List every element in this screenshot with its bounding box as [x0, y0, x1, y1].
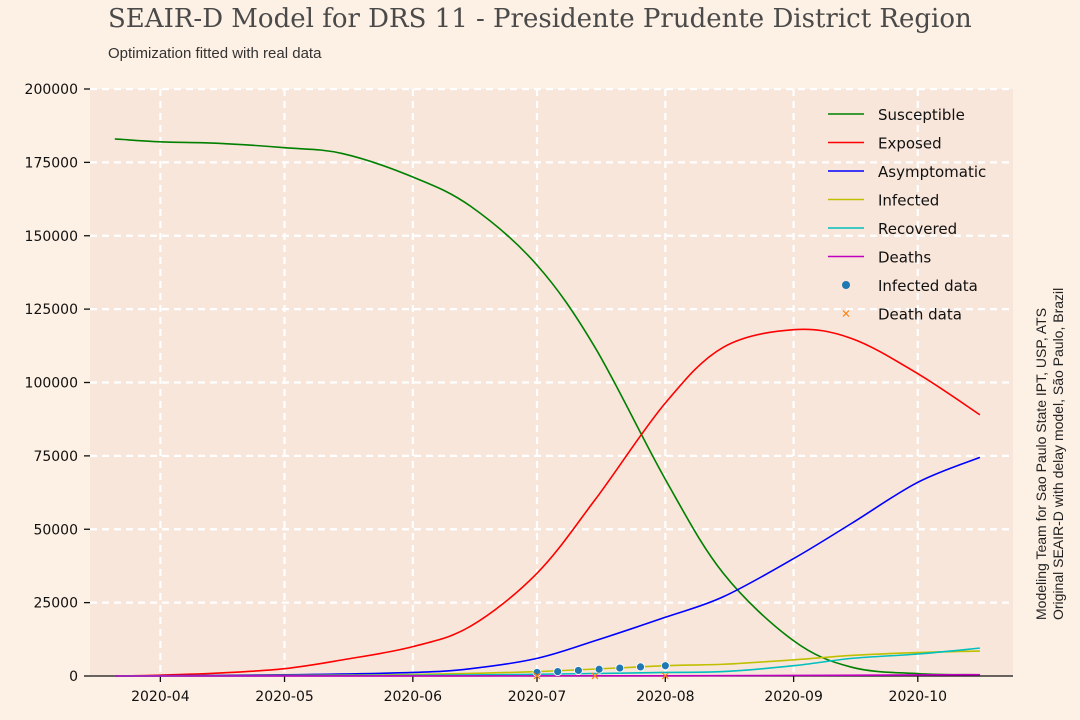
infected-data-point [553, 667, 563, 676]
side-note-line-1: Modeling Team for Sao Paulo State IPT, U… [1033, 307, 1049, 620]
grid [90, 87, 1013, 676]
asymptomatic-line [114, 456, 981, 677]
death-data-point [591, 672, 599, 680]
death-data-point [661, 672, 669, 680]
y-tick-label: 150000 [25, 229, 78, 245]
x-tick-label: 2020-09 [764, 689, 823, 705]
x-tick-label: 2020-08 [636, 689, 695, 705]
y-tick-label: 200000 [25, 82, 78, 98]
series-group [114, 138, 981, 680]
infected-data-point [574, 666, 583, 675]
infected-data-point [636, 662, 645, 672]
y-tick-label: 50000 [33, 522, 78, 538]
y-tick-label: 25000 [33, 596, 78, 612]
infected-data-point [615, 663, 625, 673]
legend-label-deaths: Deaths [878, 249, 931, 267]
infected-data-point [594, 664, 604, 674]
y-tick-label: 125000 [25, 302, 78, 318]
x-tick-label: 2020-04 [131, 689, 190, 705]
y-tick-label: 100000 [25, 376, 78, 392]
infected-data-point [660, 661, 670, 671]
legend-label-asymptomatic: Asymptomatic [878, 163, 986, 181]
legend-label-infected-data: Infected data [878, 277, 978, 295]
legend: Susceptible Exposed Asymptomatic Infected Re… [828, 106, 986, 324]
legend-label-exposed: Exposed [878, 135, 942, 153]
death-data-point [533, 672, 541, 680]
x-tick-label: 2020-10 [889, 689, 948, 705]
legend-label-recovered: Recovered [878, 220, 957, 238]
legend-swatch-infected-data [842, 281, 850, 289]
chart-title: SEAIR-D Model for DRS 11 - Presidente Pr… [108, 4, 972, 34]
legend-label-death-data: Death data [878, 306, 962, 324]
y-tick-label: 175000 [25, 155, 78, 171]
legend-swatch-death-data [842, 310, 850, 317]
x-tick-label: 2020-05 [255, 689, 314, 705]
x-tick-label: 2020-07 [508, 689, 567, 705]
x-tick-label: 2020-06 [384, 689, 443, 705]
y-tick-label: 75000 [33, 449, 78, 465]
legend-label-susceptible: Susceptible [878, 106, 965, 124]
side-note-line-2: Original SEAIR-D with delay model, São P… [1050, 287, 1066, 620]
legend-label-infected: Infected [878, 192, 939, 210]
chart-subtitle: Optimization fitted with real data [108, 45, 322, 62]
exposed-line [114, 328, 981, 677]
y-tick-label: 0 [69, 669, 78, 685]
